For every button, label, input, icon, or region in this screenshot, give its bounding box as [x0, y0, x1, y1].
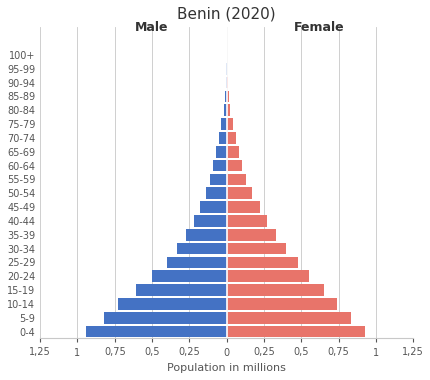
Bar [226, 146, 238, 158]
Bar [226, 229, 275, 241]
Bar [226, 90, 228, 102]
Bar [226, 105, 230, 116]
Bar [104, 312, 226, 324]
Bar [152, 270, 226, 282]
Bar [226, 298, 336, 310]
Bar [226, 187, 252, 199]
Bar [226, 270, 308, 282]
Bar [194, 215, 226, 227]
Bar [86, 326, 226, 337]
Bar [226, 243, 286, 255]
Text: Male: Male [135, 21, 169, 33]
Bar [226, 326, 365, 337]
Bar [200, 201, 226, 213]
Bar [226, 312, 350, 324]
Bar [186, 229, 226, 241]
X-axis label: Population in millions: Population in millions [167, 363, 286, 373]
Bar [226, 201, 259, 213]
Bar [219, 132, 226, 144]
Bar [226, 284, 323, 296]
Bar [213, 160, 226, 171]
Bar [135, 284, 226, 296]
Bar [166, 256, 226, 268]
Title: Benin (2020): Benin (2020) [177, 7, 275, 22]
Bar [226, 215, 266, 227]
Bar [223, 105, 226, 116]
Bar [226, 132, 235, 144]
Bar [117, 298, 226, 310]
Bar [177, 243, 226, 255]
Bar [221, 118, 226, 130]
Bar [226, 77, 227, 89]
Bar [224, 90, 226, 102]
Bar [225, 77, 226, 89]
Bar [210, 174, 226, 185]
Bar [216, 146, 226, 158]
Bar [226, 160, 241, 171]
Bar [226, 118, 232, 130]
Text: Female: Female [293, 21, 344, 33]
Bar [226, 174, 246, 185]
Bar [226, 256, 298, 268]
Bar [205, 187, 226, 199]
